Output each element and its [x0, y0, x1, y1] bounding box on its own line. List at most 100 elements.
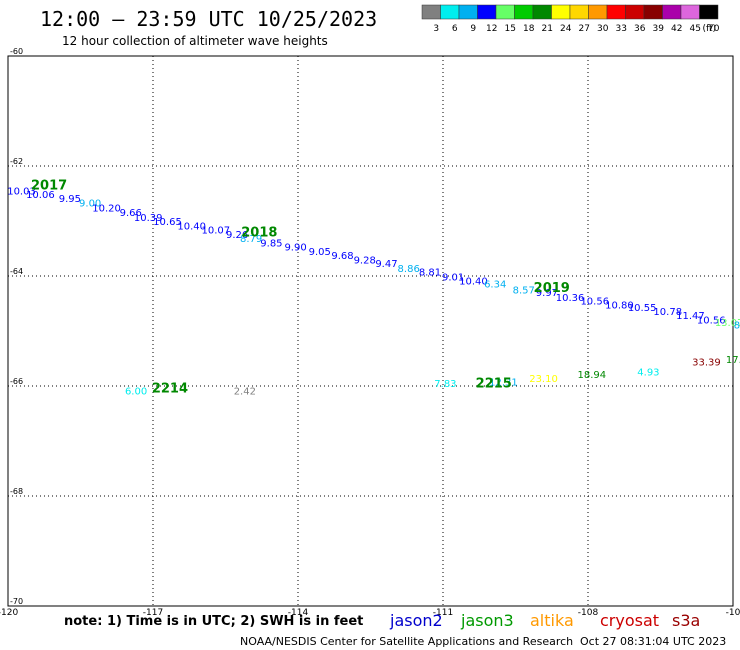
legend-unit: (ft): [702, 24, 716, 34]
wave-height-label: 10.06: [26, 190, 55, 201]
legend-swatch: [569, 4, 589, 20]
wave-height-label: 10.36: [556, 293, 585, 304]
axis-tick-labels: -120 -117 -114 -111 -108 -10 -60 -62 -64 -66 -68 -7…: [0, 47, 740, 618]
legend-swatch: [532, 4, 552, 20]
wave-height-label: 23.10: [529, 374, 558, 385]
satellite-legend: jason2 jason3 altika cryosat s3a: [389, 611, 700, 630]
wave-height-label: 9.28: [354, 255, 376, 266]
legend-label: 30: [597, 24, 609, 34]
time-label: 2215: [476, 377, 512, 392]
wave-height-label: 10.20: [92, 204, 121, 215]
legend-swatch: [588, 4, 608, 20]
legend-label: 3: [433, 24, 439, 34]
wave-height-label: 6.00: [125, 386, 147, 397]
legend-label: 45: [690, 24, 701, 34]
wave-height-label: 33.39: [692, 358, 721, 369]
legend-label: 36: [634, 24, 646, 34]
legend-swatch: [606, 4, 626, 20]
legend-swatch: [551, 4, 571, 20]
wave-height-label: 4.93: [637, 368, 659, 379]
wave-height-label: 9.68: [331, 251, 353, 262]
x-tick-label: -111: [433, 608, 453, 618]
y-tick-label: -70: [10, 597, 23, 606]
wave-height-label: 9.90: [284, 243, 306, 254]
wave-height-label: 2.42: [234, 386, 256, 397]
legend-label: 12: [486, 24, 497, 34]
y-tick-label: -64: [10, 267, 23, 276]
time-label: 2018: [241, 225, 277, 240]
time-label: 2019: [534, 281, 570, 296]
wave-height-color-legend: 3 6 9 12 15 18 21 24 27 30 33 36 39 42 45 70(ft): [421, 4, 720, 34]
wave-height-label: 8.57: [513, 286, 535, 297]
legend-label: 6: [452, 24, 458, 34]
wave-height-label: 8.86: [398, 264, 420, 275]
wave-height-label: 10.56: [697, 315, 726, 326]
legend-label: 21: [542, 24, 553, 34]
wave-height-label: 10.40: [459, 276, 488, 287]
legend-label: 27: [579, 24, 590, 34]
legend-label: 15: [505, 24, 516, 34]
wave-height-label: 9.47: [375, 259, 397, 270]
wave-height-label: 10.55: [628, 303, 657, 314]
satellite-cryosat: cryosat: [600, 611, 659, 630]
legend-label: 70: [708, 24, 720, 34]
legend-swatch: [421, 4, 441, 20]
y-tick-label: -68: [10, 487, 23, 496]
wave-height-label: 11.47: [676, 311, 705, 322]
x-tick-label: -114: [288, 608, 309, 618]
footer-timestamp: Oct 27 08:31:04 UTC 2023: [580, 635, 726, 648]
wave-height-label: 9.85: [260, 238, 282, 249]
satellite-jason3: jason3: [460, 611, 514, 630]
plot-frame: [7, 55, 734, 607]
legend-swatch: [643, 4, 663, 20]
legend-label: 33: [616, 24, 627, 34]
legend-swatch: [662, 4, 682, 20]
satellite-altika: altika: [530, 611, 574, 630]
legend-swatch: [458, 4, 478, 20]
wave-height-label: 8.81: [419, 267, 441, 278]
time-label: 2017: [31, 179, 67, 194]
wave-height-label: 10.65: [153, 217, 182, 228]
wave-height-label: 18.94: [578, 370, 607, 381]
time-label: 2214: [152, 382, 188, 397]
wave-height-label: 17.43: [726, 355, 740, 366]
x-tick-label: -10: [726, 608, 740, 618]
wave-height-label: 9.66: [120, 208, 142, 219]
footer-credit: NOAA/NESDIS Center for Satellite Applica…: [240, 635, 573, 648]
wave-height-label: 9.95: [59, 194, 81, 205]
wave-height-label: 10.78: [653, 307, 682, 318]
wave-height-label: 10.39: [134, 213, 163, 224]
wave-height-label: 10.56: [580, 297, 609, 308]
wave-height-label: 10.07: [202, 226, 231, 237]
legend-swatch: [495, 4, 515, 20]
legend-label: 18: [523, 24, 535, 34]
x-tick-label: -120: [0, 608, 18, 618]
legend-swatch: [699, 4, 719, 20]
wave-height-label: 12.31: [489, 377, 518, 388]
legend-label: 24: [560, 24, 572, 34]
legend-swatch: [625, 4, 645, 20]
satellite-s3a: s3a: [672, 611, 700, 630]
legend-swatch: [440, 4, 460, 20]
legend-label: 9: [470, 24, 476, 34]
wave-height-label: 10.80: [605, 300, 634, 311]
plot-area: -120 -117 -114 -111 -108 -10 -60 -62 -64 -66 -68 -7…: [0, 47, 740, 618]
legend-label: 42: [671, 24, 682, 34]
wave-height-label: 6.34: [484, 280, 506, 291]
legend-swatch: [514, 4, 534, 20]
y-tick-label: -60: [10, 47, 23, 56]
wave-height-label: 9.26: [226, 230, 248, 241]
wave-height-label: 9.01: [442, 272, 464, 283]
wave-height-label: 13.07: [715, 318, 740, 329]
wave-height-label: 10.03: [7, 187, 36, 198]
wave-height-label: 7.83: [434, 379, 456, 390]
legend-label: 39: [653, 24, 665, 34]
legend-swatch: [680, 4, 700, 20]
footer-note: note: 1) Time is in UTC; 2) SWH is in fe…: [64, 614, 363, 629]
wave-height-label: 10.40: [177, 221, 206, 232]
wave-height-label: 9.05: [309, 247, 331, 258]
page-subtitle: 12 hour collection of altimeter wave hei…: [62, 34, 328, 48]
wave-height-label: 9.97: [536, 288, 558, 299]
